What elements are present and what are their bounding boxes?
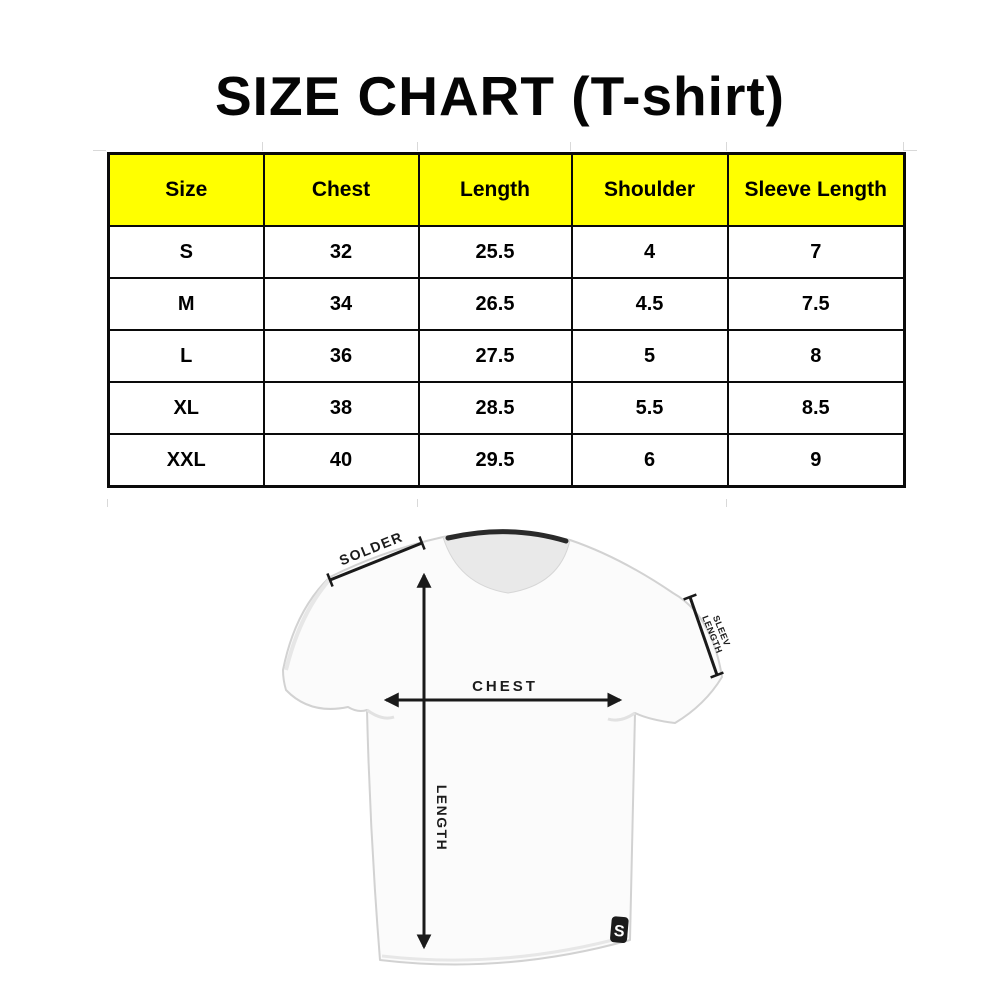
cell-size: S [107, 225, 265, 279]
table-row-l: L 36 27.5 5 8 [107, 329, 906, 383]
header-cell-length: Length [417, 152, 573, 227]
gridline-artifact [262, 142, 263, 151]
cell-shoulder: 5 [570, 329, 729, 383]
gridline-artifact [903, 142, 904, 151]
chest-label: CHEST [472, 678, 538, 695]
table-row-xxl: XXL 40 29.5 6 9 [107, 433, 906, 488]
cell-shoulder: 4.5 [570, 277, 729, 331]
cell-size: XXL [107, 433, 265, 488]
table-row-xl: XL 38 28.5 5.5 8.5 [107, 381, 906, 435]
cell-length: 29.5 [417, 433, 573, 488]
shirt-shading [284, 577, 332, 671]
gridline-artifact [417, 499, 418, 507]
shirt-silhouette [282, 530, 723, 966]
header-cell-shoulder: Shoulder [570, 152, 729, 227]
cell-size: L [107, 329, 265, 383]
size-table: Size Chest Length Shoulder Sleeve Length… [107, 152, 906, 488]
cell-sleeve-length: 7.5 [726, 277, 906, 331]
gridline-artifact [417, 142, 418, 151]
cell-sleeve-length: 8 [726, 329, 906, 383]
gridline-artifact [570, 142, 571, 151]
header-cell-sleeve-length: Sleeve Length [726, 152, 906, 227]
table-header-row: Size Chest Length Shoulder Sleeve Length [107, 152, 906, 227]
cell-chest: 36 [262, 329, 420, 383]
collar [445, 529, 569, 544]
cell-shoulder: 4 [570, 225, 729, 279]
page-title: SIZE CHART (T-shirt) [215, 65, 785, 127]
header-cell-size: Size [107, 152, 265, 227]
sleeve-measure-line [683, 593, 724, 679]
cell-sleeve-length: 7 [726, 225, 906, 279]
cell-chest: 38 [262, 381, 420, 435]
cell-length: 28.5 [417, 381, 573, 435]
cell-shoulder: 6 [570, 433, 729, 488]
table-row-s: S 32 25.5 4 7 [107, 225, 906, 279]
cell-size: M [107, 277, 265, 331]
cell-chest: 40 [262, 433, 420, 488]
gridline-artifact [93, 150, 106, 151]
cell-sleeve-length: 9 [726, 433, 906, 488]
cell-chest: 34 [262, 277, 420, 331]
brand-logo-letter: S [613, 923, 625, 941]
gridline-artifact [726, 499, 727, 507]
gridline-artifact [904, 150, 917, 151]
gridline-artifact [107, 499, 108, 507]
cell-sleeve-length: 8.5 [726, 381, 906, 435]
header-cell-chest: Chest [262, 152, 420, 227]
shirt-shading [607, 711, 636, 722]
cell-length: 26.5 [417, 277, 573, 331]
cell-shoulder: 5.5 [570, 381, 729, 435]
brand-logo-patch: S [610, 916, 629, 944]
tshirt-diagram: SOLDER SLEEV LENGTH LENGTH CHEST S [282, 528, 732, 966]
gridline-artifact [726, 142, 727, 151]
shoulder-measure-line [326, 536, 426, 587]
cell-length: 25.5 [417, 225, 573, 279]
cell-size: XL [107, 381, 265, 435]
cell-chest: 32 [262, 225, 420, 279]
length-label: LENGTH [434, 785, 450, 852]
shirt-shading [366, 708, 395, 720]
table-row-m: M 34 26.5 4.5 7.5 [107, 277, 906, 331]
cell-length: 27.5 [417, 329, 573, 383]
shirt-shading [381, 934, 629, 962]
